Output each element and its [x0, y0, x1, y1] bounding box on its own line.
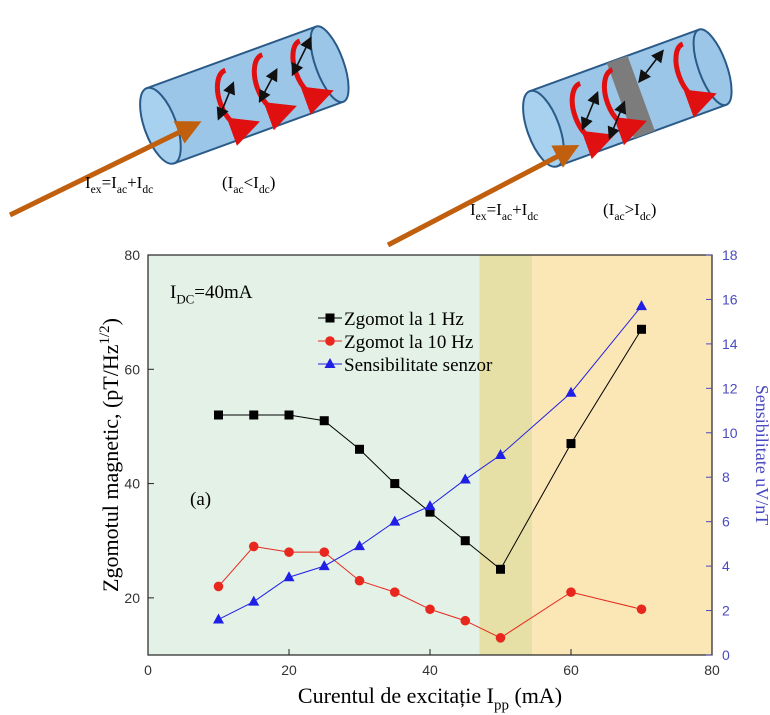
text-part: ): [270, 173, 276, 192]
y-tick-label: 80: [124, 247, 140, 263]
marker: [390, 587, 400, 597]
region: [532, 255, 712, 655]
script-part: ex: [91, 183, 102, 196]
x-tick-label: 40: [422, 662, 438, 678]
cylinder-right: [515, 25, 740, 172]
script-part: dc: [527, 210, 538, 223]
text-part: ): [651, 200, 657, 219]
formula: Iex=Iac+Idc: [85, 173, 153, 196]
marker: [284, 547, 294, 557]
y2-tick-label: 4: [722, 558, 730, 574]
text-part: >I: [625, 200, 641, 219]
marker: [355, 576, 365, 586]
marker: [325, 336, 335, 346]
script-part: 1/2: [97, 325, 113, 344]
legend-label: Sensibilitate senzor: [344, 355, 493, 376]
script-part: ac: [502, 210, 512, 223]
marker: [566, 587, 576, 597]
text-part: =40mA: [194, 282, 252, 303]
y2-tick-label: 12: [722, 380, 738, 396]
y2-axis-label: Sensibilitate uV/nT: [752, 385, 770, 525]
script-part: ac: [117, 183, 127, 196]
text-part: Zgomotul magnetic, (pT/Hz: [98, 344, 123, 592]
marker: [285, 411, 294, 420]
marker: [214, 411, 223, 420]
marker: [496, 633, 506, 643]
marker: [567, 439, 576, 448]
region: [479, 255, 532, 655]
script-part: dc: [259, 183, 270, 196]
marker: [320, 416, 329, 425]
y2-tick-label: 0: [722, 647, 730, 663]
legend-label: Zgomot la 1 Hz: [344, 309, 464, 330]
script-part: pp: [494, 698, 509, 714]
script-part: ac: [233, 183, 243, 196]
formula: Iex=Iac+Idc: [470, 200, 538, 223]
x-tick-label: 20: [281, 662, 297, 678]
text-part: +I: [512, 200, 528, 219]
marker: [637, 604, 647, 614]
script-part: ac: [614, 210, 624, 223]
x-tick-label: 0: [144, 662, 152, 678]
marker: [390, 479, 399, 488]
marker: [214, 582, 224, 592]
y-tick-label: 20: [124, 590, 140, 606]
y2-tick-label: 6: [722, 514, 730, 530]
text-part: <I: [244, 173, 260, 192]
marker: [319, 547, 329, 557]
text-part: ): [98, 318, 123, 325]
y2-tick-label: 16: [722, 291, 738, 307]
y-tick-label: 40: [124, 476, 140, 492]
marker: [461, 536, 470, 545]
condition: (Iac<Idc): [222, 173, 275, 196]
script-part: DC: [176, 292, 194, 307]
text-part: =I: [487, 200, 503, 219]
cylinder-left: [132, 22, 357, 169]
script-part: dc: [640, 210, 651, 223]
text-part: (I: [222, 173, 234, 192]
script-part: dc: [142, 183, 153, 196]
text-part: Curentul de excitație I: [298, 683, 494, 708]
marker: [249, 411, 258, 420]
x-tick-label: 80: [704, 662, 720, 678]
text-part: +I: [127, 173, 143, 192]
y2-tick-label: 10: [722, 425, 738, 441]
marker: [637, 325, 646, 334]
current-arrow: [10, 128, 188, 215]
annotation: (a): [190, 489, 211, 510]
condition: (Iac>Idc): [603, 200, 656, 223]
x-axis-label: Curentul de excitație Ipp (mA): [298, 683, 562, 714]
script-part: ex: [476, 210, 487, 223]
text-part: =I: [102, 173, 118, 192]
marker: [460, 616, 470, 626]
y2-tick-label: 18: [722, 247, 738, 263]
marker: [496, 565, 505, 574]
marker: [326, 314, 335, 323]
legend-label: Zgomot la 10 Hz: [344, 332, 473, 353]
text-part: (I: [603, 200, 615, 219]
y-tick-label: 60: [124, 361, 140, 377]
marker: [355, 445, 364, 454]
y-axis-label: Zgomotul magnetic, (pT/Hz1/2): [97, 318, 123, 592]
x-tick-label: 60: [563, 662, 579, 678]
y2-tick-label: 8: [722, 469, 730, 485]
y2-tick-label: 2: [722, 603, 730, 619]
y2-tick-label: 14: [722, 336, 738, 352]
marker: [249, 542, 259, 552]
text-part: (mA): [509, 683, 562, 708]
marker: [425, 604, 435, 614]
current-arrow: [388, 152, 566, 245]
figure: Iex=Iac+Idc(Iac<Idc)Iex=Iac+Idc(Iac>Idc)…: [0, 0, 770, 715]
